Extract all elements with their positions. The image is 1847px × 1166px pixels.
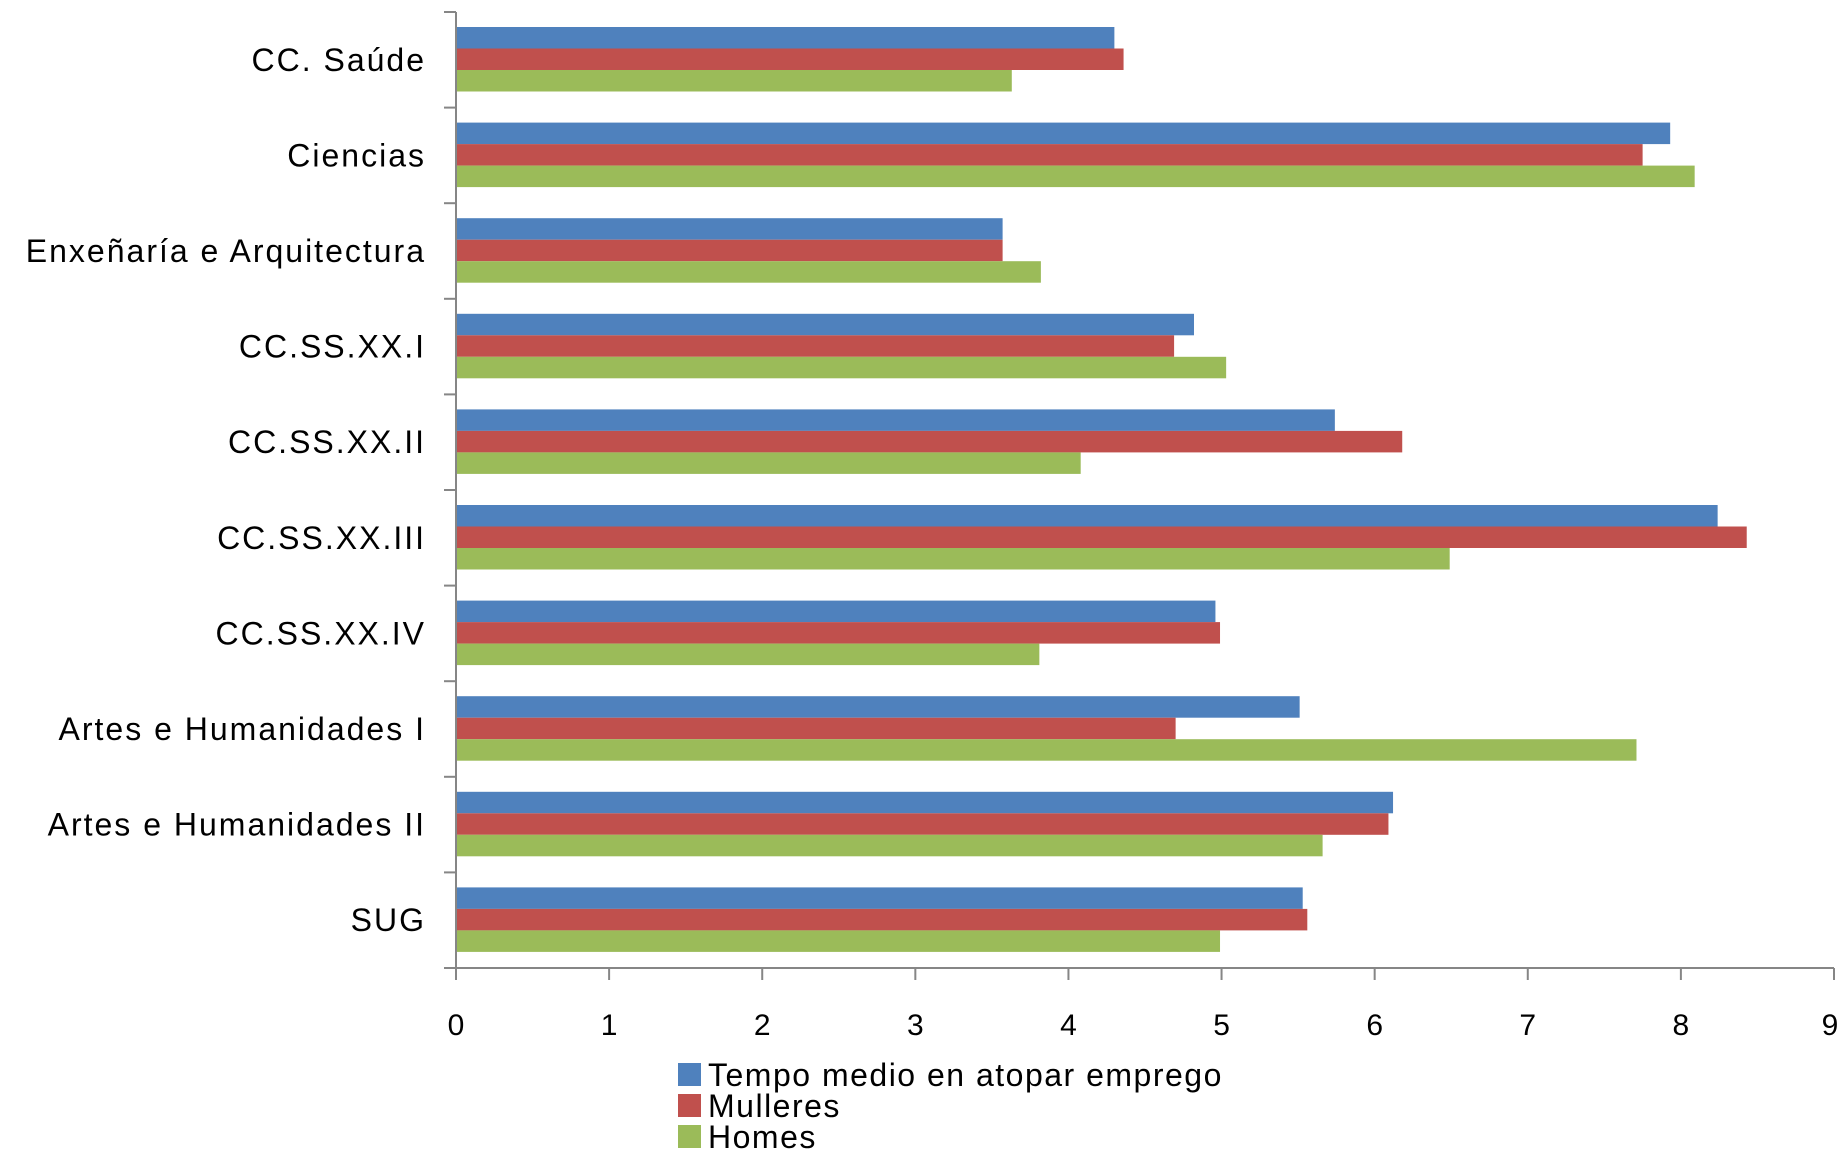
bar-3-6 bbox=[456, 548, 1450, 570]
bar-3-2 bbox=[456, 165, 1695, 188]
legend-swatch bbox=[678, 1125, 701, 1148]
bar-2-10 bbox=[456, 908, 1308, 931]
x-tick-label: 0 bbox=[448, 1009, 465, 1042]
x-tick-label: 9 bbox=[1822, 1009, 1839, 1042]
category-labels: CC. Saúde Ciencias Enxeñaría e Arquitectur… bbox=[26, 42, 427, 938]
bar-1-4 bbox=[456, 313, 1194, 336]
x-tick-label: 5 bbox=[1213, 1009, 1230, 1042]
legend: Tempo medio en atopar empregoMulleresHom… bbox=[678, 1057, 1223, 1155]
bar-1-5 bbox=[456, 409, 1335, 431]
category-label: CC.SS.XX.I bbox=[239, 329, 426, 365]
bar-2-7 bbox=[456, 622, 1221, 644]
bar-2-6 bbox=[456, 526, 1747, 548]
bars-group bbox=[456, 27, 1747, 952]
bar-3-4 bbox=[456, 356, 1227, 379]
x-tick-label: 6 bbox=[1366, 1009, 1383, 1042]
bar-2-3 bbox=[456, 239, 1003, 262]
bar-3-9 bbox=[456, 834, 1323, 857]
bar-1-3 bbox=[456, 218, 1003, 240]
bar-1-6 bbox=[456, 505, 1718, 527]
bar-2-1 bbox=[456, 48, 1124, 70]
x-tick-labels: 0 1 2 3 4 5 6 7 8 9 bbox=[448, 1009, 1839, 1042]
x-tick-label: 8 bbox=[1673, 1009, 1690, 1042]
legend-label: Homes bbox=[708, 1119, 817, 1155]
x-tick-label: 4 bbox=[1060, 1009, 1077, 1042]
legend-swatch bbox=[678, 1094, 701, 1117]
bar-2-2 bbox=[456, 144, 1643, 166]
x-tick-label: 1 bbox=[601, 1009, 618, 1042]
category-label: SUG bbox=[351, 902, 426, 938]
bar-3-10 bbox=[456, 930, 1221, 952]
axes-group bbox=[444, 11, 1835, 980]
x-tick-label: 7 bbox=[1519, 1009, 1536, 1042]
bar-2-9 bbox=[456, 813, 1389, 835]
bar-1-9 bbox=[456, 791, 1394, 814]
bar-2-8 bbox=[456, 717, 1176, 740]
bar-1-7 bbox=[456, 600, 1216, 623]
category-label: CC.SS.XX.III bbox=[217, 520, 426, 556]
legend-label: Mulleres bbox=[708, 1088, 841, 1124]
category-label: Enxeñaría e Arquitectura bbox=[26, 233, 426, 269]
bar-3-1 bbox=[456, 70, 1012, 92]
category-label: Ciencias bbox=[287, 137, 426, 173]
bar-3-7 bbox=[456, 643, 1040, 666]
legend-label: Tempo medio en atopar emprego bbox=[708, 1057, 1223, 1093]
bar-2-5 bbox=[456, 430, 1403, 453]
bar-3-5 bbox=[456, 452, 1081, 474]
legend-swatch bbox=[678, 1063, 701, 1086]
bar-1-2 bbox=[456, 122, 1671, 145]
x-tick-label: 3 bbox=[907, 1009, 924, 1042]
bar-2-4 bbox=[456, 335, 1175, 357]
bar-3-8 bbox=[456, 739, 1637, 761]
bar-1-1 bbox=[456, 27, 1115, 49]
category-label: Artes e Humanidades I bbox=[59, 711, 427, 747]
bar-3-3 bbox=[456, 261, 1041, 283]
bar-1-10 bbox=[456, 887, 1303, 909]
category-label: Artes e Humanidades II bbox=[48, 807, 426, 843]
category-label: CC.SS.XX.II bbox=[228, 424, 426, 460]
category-label: CC. Saúde bbox=[251, 42, 426, 78]
bar-1-8 bbox=[456, 696, 1300, 718]
category-label: CC.SS.XX.IV bbox=[216, 615, 427, 651]
x-tick-label: 2 bbox=[754, 1009, 771, 1042]
